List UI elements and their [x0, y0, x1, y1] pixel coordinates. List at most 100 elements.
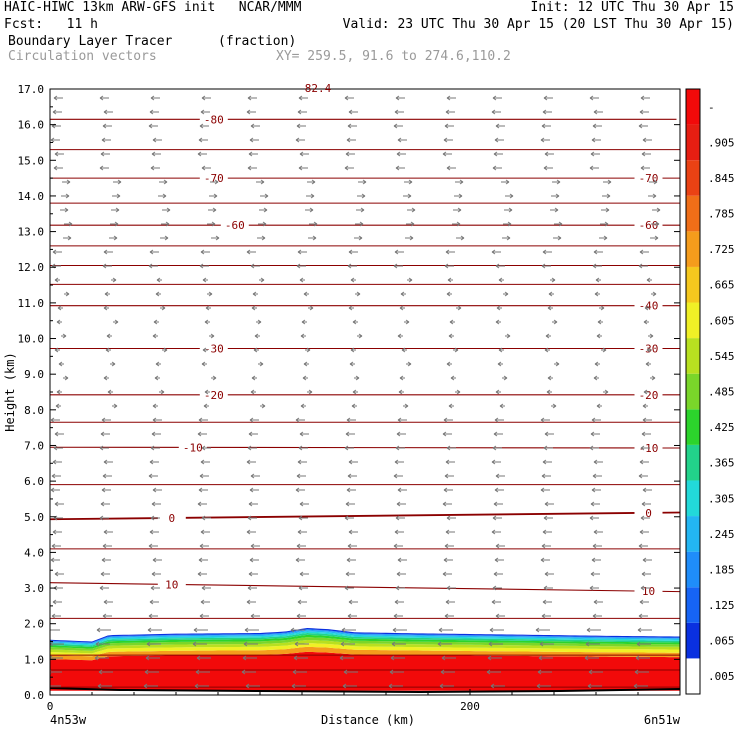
vector-arrow	[444, 543, 454, 549]
vector-arrow	[391, 641, 406, 647]
vector-arrow	[58, 361, 64, 367]
vector-arrow	[297, 529, 307, 535]
vector-arrow	[446, 361, 452, 367]
vector-arrow	[544, 501, 554, 507]
vector-arrow	[552, 319, 558, 325]
vector-arrow	[594, 361, 600, 367]
vector-arrow	[340, 641, 355, 647]
vector-arrow	[586, 627, 601, 633]
vector-arrow	[250, 123, 260, 129]
y-tick-label: 1.0	[24, 653, 44, 666]
vector-arrow	[347, 543, 357, 549]
vector-arrow	[491, 109, 501, 115]
vector-arrow	[544, 347, 550, 353]
vector-arrow	[442, 431, 452, 437]
vector-arrow	[449, 319, 455, 325]
colorbar-swatch	[686, 373, 700, 410]
vector-arrow	[196, 655, 211, 661]
vector-arrow	[201, 585, 211, 591]
vector-arrow	[99, 585, 109, 591]
vector-arrow	[160, 235, 169, 241]
vector-arrow	[346, 417, 356, 423]
vector-arrow	[550, 207, 559, 213]
vector-arrow	[296, 263, 306, 269]
vector-arrow	[591, 557, 601, 563]
vector-arrow	[253, 347, 259, 353]
vector-arrow	[591, 487, 601, 493]
xy-range: XY= 259.5, 91.6 to 274.6,110.2	[276, 49, 511, 64]
vector-arrow	[539, 641, 554, 647]
vector-arrow	[590, 431, 600, 437]
colorbar-label: .905	[708, 136, 735, 149]
vector-arrow	[395, 445, 405, 451]
vector-arrow	[403, 193, 412, 199]
vector-arrow	[197, 571, 207, 577]
vector-arrow	[105, 347, 111, 353]
vector-arrow	[247, 95, 257, 101]
isotherm-label: -80	[204, 113, 224, 126]
vector-arrow	[292, 669, 307, 675]
vector-arrow	[249, 417, 259, 423]
vector-arrow	[592, 263, 602, 269]
vector-arrow	[63, 375, 69, 381]
colorbar-label: .185	[708, 563, 735, 576]
vector-arrow	[639, 109, 649, 115]
vector-arrow	[403, 403, 409, 409]
vector-arrow	[443, 557, 453, 563]
vector-arrow	[638, 613, 648, 619]
vector-arrow	[648, 193, 657, 199]
vector-arrow	[154, 375, 160, 381]
vector-arrow	[112, 403, 118, 409]
vector-arrow	[456, 235, 465, 241]
colorbar-swatch	[686, 622, 700, 659]
isotherm-label: -10	[183, 441, 203, 454]
vector-arrow	[491, 529, 501, 535]
vector-arrow	[209, 333, 215, 339]
vector-arrow	[199, 263, 209, 269]
vector-arrow	[446, 165, 456, 171]
vector-arrow	[406, 221, 415, 227]
colorbar-frame	[685, 88, 701, 695]
colorbar-swatch	[686, 409, 700, 445]
vector-arrow	[640, 585, 650, 591]
vector-arrow	[298, 445, 308, 451]
vector-arrow	[394, 109, 404, 115]
vector-arrow	[296, 473, 306, 479]
vector-arrow	[455, 179, 464, 185]
vector-arrow	[150, 165, 160, 171]
vector-arrow	[102, 263, 112, 269]
colorbar-label: .365	[708, 457, 735, 470]
vector-arrow	[593, 599, 603, 605]
vector-arrow	[96, 627, 111, 633]
vector-arrow	[401, 347, 407, 353]
vector-arrow	[51, 613, 61, 619]
vector-arrow	[494, 137, 504, 143]
vector-arrow	[585, 641, 600, 647]
vector-arrow	[389, 669, 404, 675]
vector-arrow	[297, 599, 307, 605]
vector-arrow	[256, 319, 262, 325]
vector-arrow	[599, 235, 608, 241]
vector-arrow	[344, 445, 354, 451]
vector-arrow	[207, 291, 213, 297]
vector-arrow	[394, 459, 404, 465]
vector-arrow	[652, 207, 661, 213]
colorbar-swatch	[686, 302, 700, 339]
vector-arrow	[541, 473, 551, 479]
vector-arrow	[201, 515, 211, 521]
vector-arrow	[444, 473, 454, 479]
vector-arrow	[640, 165, 650, 171]
vector-arrow	[640, 95, 650, 101]
vector-arrow	[493, 571, 503, 577]
vector-arrow	[343, 669, 358, 675]
vector-arrow	[339, 655, 354, 661]
vector-arrow	[101, 417, 111, 423]
vector-arrow	[110, 221, 119, 227]
vector-arrow	[295, 137, 305, 143]
colorbar-swatch	[686, 160, 700, 196]
vector-arrow	[54, 347, 60, 353]
vector-arrow	[54, 501, 64, 507]
vector-arrow	[209, 193, 218, 199]
vector-arrow	[161, 221, 170, 227]
